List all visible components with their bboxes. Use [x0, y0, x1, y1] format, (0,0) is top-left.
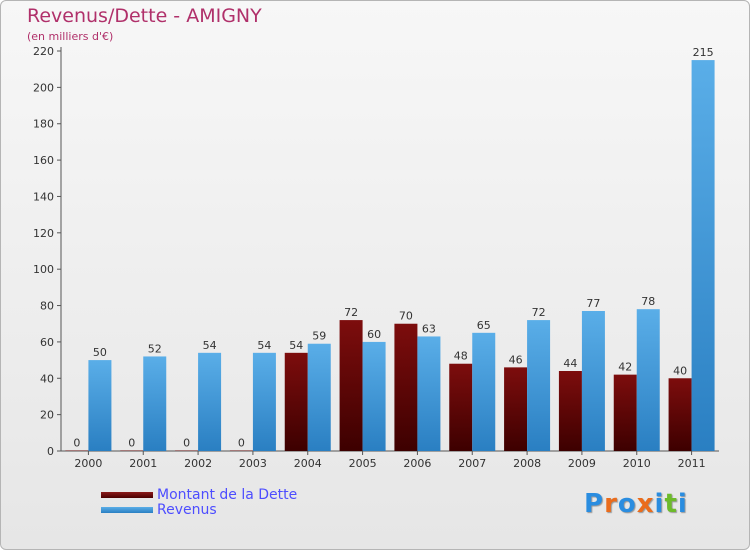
data-label: 78 — [641, 295, 655, 308]
proxiti-logo: Proxiti — [584, 489, 688, 519]
bar-dette — [558, 371, 582, 451]
x-tick-label: 2011 — [678, 457, 706, 470]
x-tick-label: 2003 — [239, 457, 267, 470]
data-label: 65 — [477, 319, 491, 332]
bar-revenus — [417, 336, 441, 451]
x-tick-label: 2010 — [623, 457, 651, 470]
y-tick-label: 220 — [33, 45, 54, 58]
bar-dette — [229, 450, 253, 451]
y-tick-label: 0 — [47, 445, 54, 458]
bar-dette — [120, 450, 144, 451]
bar-revenus — [307, 343, 331, 451]
data-label: 72 — [532, 306, 546, 319]
data-label: 52 — [148, 342, 162, 355]
legend-label-revenus: Revenus — [157, 501, 217, 518]
bar-dette — [175, 450, 199, 451]
chart-subtitle: (en milliers d'€) — [27, 30, 114, 43]
chart-title: Revenus/Dette - AMIGNY — [27, 5, 262, 27]
x-tick-label: 2009 — [568, 457, 596, 470]
data-label: 46 — [509, 353, 523, 366]
x-tick-label: 2000 — [74, 457, 102, 470]
legend-swatch-revenus — [101, 506, 153, 513]
data-label: 70 — [399, 310, 413, 323]
x-tick-label: 2007 — [458, 457, 486, 470]
legend-item-dette: Montant de la Dette — [101, 486, 298, 503]
x-tick-label: 2004 — [294, 457, 322, 470]
data-label: 54 — [257, 339, 271, 352]
y-tick-label: 60 — [40, 336, 54, 349]
bar-revenus — [88, 360, 112, 451]
bar-revenus — [472, 332, 496, 451]
bar-revenus — [143, 356, 167, 451]
data-label: 59 — [312, 330, 326, 343]
data-label: 44 — [563, 357, 577, 370]
logo-letter: o — [617, 489, 637, 519]
y-tick-label: 80 — [40, 300, 54, 313]
data-label: 63 — [422, 322, 436, 335]
bar-revenus — [581, 311, 605, 451]
x-tick-label: 2008 — [513, 457, 541, 470]
data-label: 72 — [344, 306, 358, 319]
bar-dette — [394, 323, 418, 451]
data-label: 0 — [183, 437, 190, 450]
x-tick-label: 2006 — [403, 457, 431, 470]
x-tick-label: 2005 — [349, 457, 377, 470]
bar-revenus — [527, 320, 551, 451]
y-tick-label: 140 — [33, 190, 54, 203]
legend: Montant de la Dette Revenus — [101, 486, 298, 518]
bar-dette — [449, 363, 473, 451]
y-tick-label: 20 — [40, 409, 54, 422]
bar-revenus — [691, 60, 715, 451]
data-label: 42 — [618, 361, 632, 374]
y-tick-label: 160 — [33, 154, 54, 167]
legend-item-revenus: Revenus — [101, 501, 297, 518]
data-label: 48 — [454, 350, 468, 363]
data-label: 50 — [93, 346, 107, 359]
data-label: 54 — [289, 339, 303, 352]
logo-letter: i — [677, 489, 688, 519]
bar-dette — [339, 320, 363, 451]
bar-revenus — [362, 341, 386, 451]
data-label: 40 — [673, 364, 687, 377]
bar-revenus — [198, 352, 222, 451]
logo-letter: i — [654, 489, 665, 519]
y-tick-label: 40 — [40, 372, 54, 385]
x-tick-label: 2002 — [184, 457, 212, 470]
data-label: 60 — [367, 328, 381, 341]
data-label: 0 — [73, 437, 80, 450]
legend-label-dette: Montant de la Dette — [157, 486, 298, 503]
data-label: 54 — [203, 339, 217, 352]
data-label: 215 — [693, 46, 714, 59]
y-tick-label: 120 — [33, 227, 54, 240]
bar-dette — [65, 450, 89, 451]
y-tick-label: 100 — [33, 263, 54, 276]
data-label: 0 — [128, 437, 135, 450]
bar-revenus — [636, 309, 660, 451]
bar-revenus — [252, 352, 276, 451]
data-label: 0 — [238, 437, 245, 450]
data-label: 77 — [586, 297, 600, 310]
bar-dette — [668, 378, 692, 451]
x-tick-label: 2001 — [129, 457, 157, 470]
y-tick-label: 180 — [33, 118, 54, 131]
legend-swatch-dette — [101, 491, 153, 498]
bar-dette — [613, 374, 637, 451]
bar-dette — [284, 352, 308, 451]
logo-letter: r — [604, 489, 618, 519]
logo-letter: x — [636, 489, 655, 519]
logo-letter: P — [584, 489, 605, 519]
y-tick-label: 200 — [33, 81, 54, 94]
bar-dette — [504, 367, 528, 451]
logo-letter: t — [664, 489, 678, 519]
